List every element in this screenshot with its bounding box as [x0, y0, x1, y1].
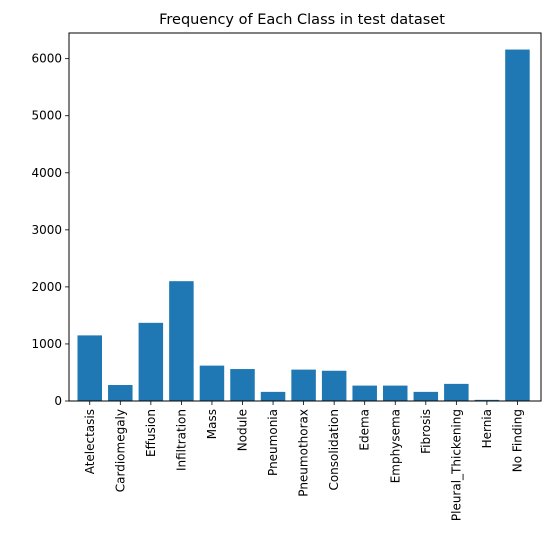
- plot-frame: [68, 32, 542, 402]
- chart-title: Frequency of Each Class in test dataset: [159, 12, 445, 28]
- x-tick-label: Infiltration: [174, 409, 188, 471]
- y-tick-label: 2000: [31, 280, 62, 294]
- bar-pneumothorax: [291, 369, 316, 401]
- x-tick-label: Effusion: [144, 409, 158, 457]
- y-tick-label: 6000: [31, 52, 62, 66]
- x-tick-label: Fibrosis: [419, 409, 433, 454]
- x-tick-label: Hernia: [480, 409, 494, 448]
- bar-nodule: [230, 369, 255, 401]
- bar-effusion: [138, 322, 164, 401]
- y-tick-label: 5000: [31, 109, 62, 123]
- x-tick-label: Consolidation: [327, 409, 341, 491]
- bar-atelectasis: [77, 335, 102, 401]
- x-tick-label: No Finding: [510, 409, 524, 472]
- x-tick-label: Pneumothorax: [297, 409, 311, 497]
- y-tick-label: 1000: [31, 337, 62, 351]
- bar-emphysema: [383, 385, 408, 401]
- y-tick-label: 0: [54, 394, 62, 408]
- bar-hernia: [474, 399, 500, 401]
- y-tick-label: 3000: [31, 223, 62, 237]
- x-tick-label: Edema: [358, 409, 372, 451]
- bar-cardiomegaly: [108, 385, 133, 401]
- x-axis: Atelectasis Cardiomegaly Effusion Infiltrat…: [83, 401, 524, 521]
- bar-infiltration: [169, 281, 194, 401]
- x-tick-label: Mass: [205, 409, 219, 439]
- bar-pleural-thickening: [444, 383, 469, 401]
- y-tick-label: 4000: [31, 166, 62, 180]
- bar-no-finding: [505, 49, 530, 402]
- bar-consolidation: [321, 370, 347, 401]
- x-tick-label: Nodule: [236, 409, 250, 451]
- y-axis: 0 1000 2000 3000 4000 5000 6000: [31, 52, 69, 408]
- bar-edema: [352, 385, 377, 401]
- bar-pneumonia: [260, 391, 286, 401]
- x-tick-label: Pleural_Thickening: [449, 409, 463, 521]
- bar-mass: [199, 365, 225, 401]
- x-tick-label: Cardiomegaly: [113, 409, 127, 492]
- x-tick-label: Emphysema: [388, 409, 402, 483]
- bar-fibrosis: [413, 391, 439, 401]
- x-tick-label: Atelectasis: [83, 409, 97, 474]
- bars-group: [77, 49, 530, 402]
- x-tick-label: Pneumonia: [266, 409, 280, 476]
